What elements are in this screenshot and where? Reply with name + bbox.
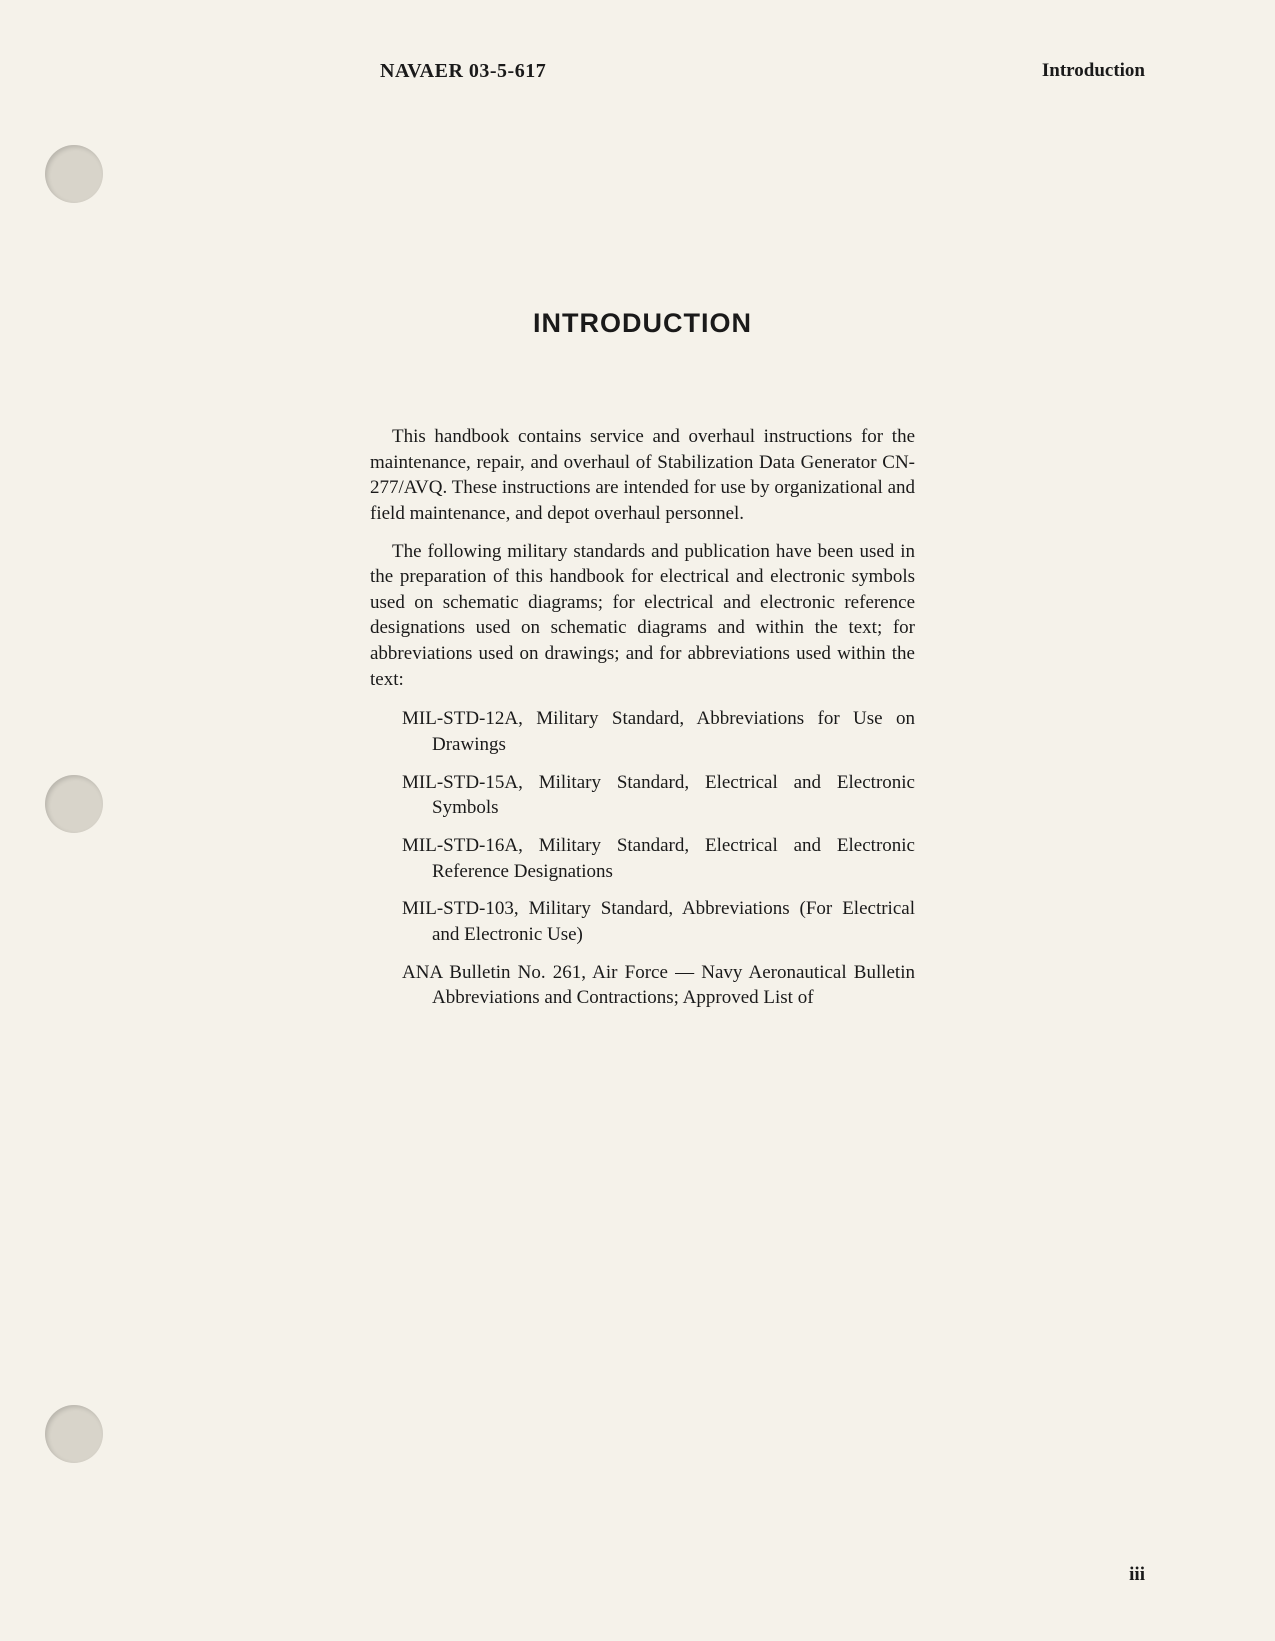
list-item: MIL-STD-12A, Military Standard, Abbrevia… — [402, 706, 915, 757]
list-item: MIL-STD-16A, Military Standard, Electric… — [402, 833, 915, 884]
document-number: NAVAER 03-5-617 — [380, 60, 546, 83]
punch-hole — [45, 145, 103, 203]
standards-list: MIL-STD-12A, Military Standard, Abbrevia… — [370, 706, 915, 1010]
content-area: This handbook contains service and overh… — [370, 424, 915, 1011]
page-title: INTRODUCTION — [125, 308, 1160, 339]
paragraph: The following military standards and pub… — [370, 539, 915, 693]
punch-hole — [45, 1405, 103, 1463]
punch-hole — [45, 775, 103, 833]
document-page: NAVAER 03-5-617 Introduction INTRODUCTIO… — [0, 0, 1275, 1641]
paragraph: This handbook contains service and overh… — [370, 424, 915, 527]
page-header: NAVAER 03-5-617 Introduction — [125, 60, 1160, 83]
list-item: MIL-STD-103, Military Standard, Abbrevia… — [402, 896, 915, 947]
list-item: ANA Bulletin No. 261, Air Force — Navy A… — [402, 960, 915, 1011]
section-label: Introduction — [1042, 60, 1145, 82]
page-number: iii — [1129, 1564, 1145, 1586]
list-item: MIL-STD-15A, Military Standard, Electric… — [402, 770, 915, 821]
